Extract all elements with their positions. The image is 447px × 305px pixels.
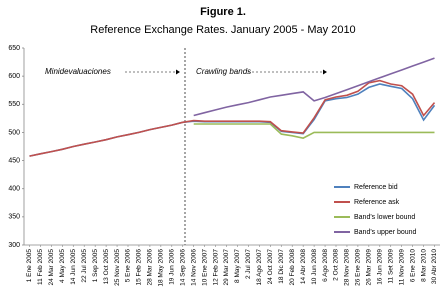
y-tick-label: 400 (8, 186, 20, 193)
x-tick-label: 18 Dic 2007 (278, 249, 285, 284)
x-tick-label: 6 Ene 2010 (409, 249, 416, 283)
x-tick-label: 20 Feb 2008 (289, 249, 296, 286)
series-line (29, 79, 436, 157)
x-tick-label: 8 Mar 2010 (420, 249, 427, 282)
y-tick-label: 550 (8, 101, 20, 108)
x-tick-label: 2 Oct 2008 (333, 249, 340, 281)
y-tick-label: 450 (8, 157, 20, 164)
x-tick-label: 24 Oct 2007 (267, 249, 274, 285)
x-tick-label: 22 Jul 2005 (81, 249, 88, 283)
x-tick-label: 26 Ene 2009 (355, 249, 362, 286)
x-tick-label: 2 Jul 2007 (245, 249, 252, 279)
x-tick-label: 19 Jun 2006 (169, 249, 176, 285)
x-tick-label: 11 Nov 2009 (398, 249, 405, 286)
chart-subtitle: Reference Exchange Rates. January 2005 -… (90, 24, 355, 36)
x-tick-label: 11 Feb 2005 (37, 249, 44, 285)
x-tick-label: 6 Ago 2008 (322, 249, 329, 282)
annotation: Minidevaluaciones (45, 67, 111, 76)
x-tick-label: 13 Oct 2005 (103, 249, 110, 285)
x-tick-label: 8 May 2007 (234, 249, 241, 283)
x-tick-label: 12 Feb 2007 (212, 249, 219, 286)
arrow-head (176, 69, 180, 75)
x-tick-label: 16 Jun 2009 (377, 249, 384, 285)
y-tick-label: 500 (8, 129, 20, 136)
x-tick-label: 1 Ene 2005 (26, 249, 33, 283)
x-tick-label: 11 Set 2009 (387, 249, 394, 284)
x-tick-label: 25 Nov 2005 (114, 249, 121, 286)
x-tick-label: 14 Nov 2006 (190, 249, 197, 286)
legend-label: Reference ask (354, 199, 400, 206)
legend-label: Band's lower bound (354, 214, 415, 221)
x-tick-label: 4 May 2005 (59, 249, 66, 283)
x-tick-label: 14 Abr 2008 (300, 249, 307, 284)
x-tick-label: 28 Mar 2006 (147, 249, 154, 286)
y-tick-label: 300 (8, 242, 20, 249)
x-tick-label: 14 Sep 2006 (179, 249, 186, 286)
chart-title: Figure 1. (200, 6, 246, 18)
legend-label: Reference bid (354, 184, 398, 191)
x-tick-label: 29 Mar 2007 (223, 249, 230, 286)
x-tick-label: 28 Nov 2008 (344, 249, 351, 286)
x-tick-label: 10 Jun 2008 (311, 249, 318, 285)
series-line (193, 57, 435, 117)
x-tick-label: 18 Ago 2007 (256, 249, 263, 286)
y-tick-label: 600 (8, 73, 20, 80)
series-line (193, 123, 435, 139)
series-line (29, 83, 436, 157)
x-tick-label: 10 Ene 2007 (201, 249, 208, 286)
x-tick-label: 24 Mar 2005 (48, 249, 55, 286)
x-tick-label: 14 Jun 2005 (70, 249, 77, 285)
x-tick-label: 18 May 2006 (158, 249, 165, 287)
x-tick-label: 15 Feb 2006 (136, 249, 143, 286)
x-tick-label: 26 Mar 2009 (366, 249, 373, 286)
y-tick-label: 350 (8, 214, 20, 221)
y-tick-label: 650 (8, 45, 20, 52)
legend-label: Band's upper bound (354, 229, 417, 236)
arrow-head (323, 69, 327, 75)
x-tick-label: 5 Ene 2006 (125, 249, 132, 283)
x-tick-label: 1 Sep 2005 (92, 249, 99, 283)
x-tick-label: 30 Abr 2010 (431, 249, 438, 284)
annotation: Crawling bands (196, 67, 251, 76)
